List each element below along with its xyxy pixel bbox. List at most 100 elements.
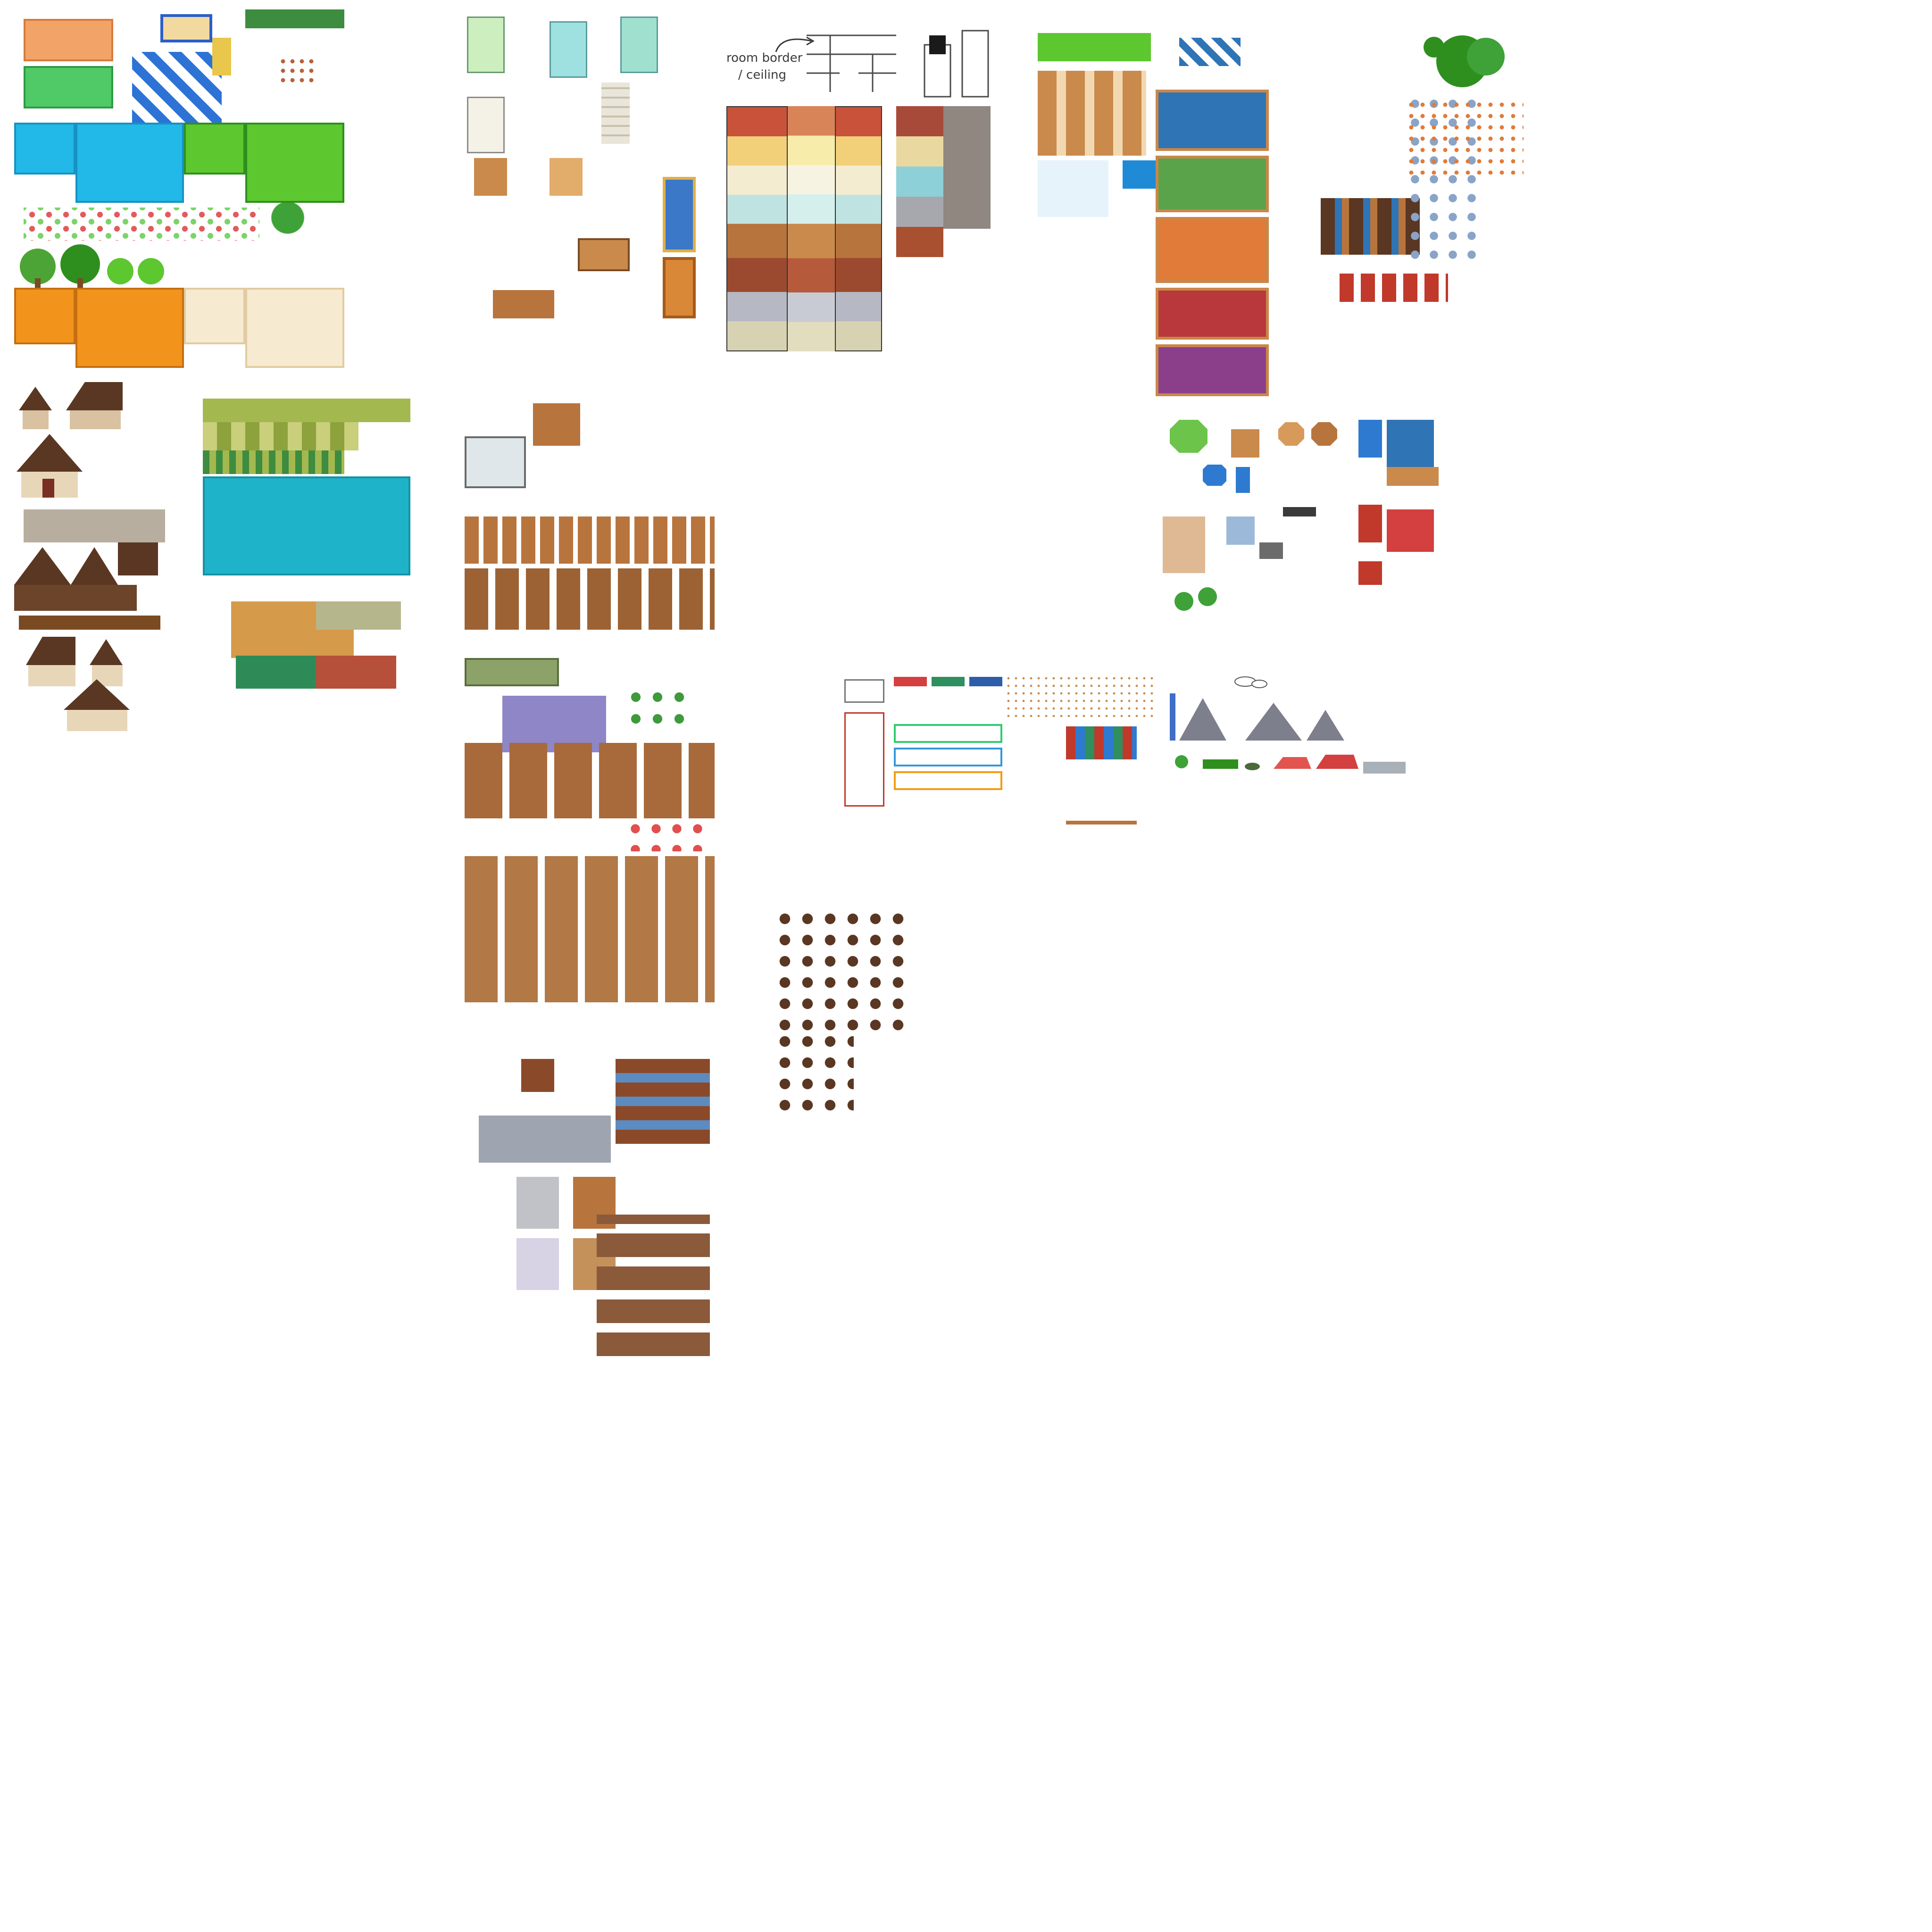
roof-icon <box>17 434 83 472</box>
tree-icon <box>1424 37 1444 58</box>
olive-grass-row <box>203 399 410 422</box>
wall-stripes-column <box>726 106 788 351</box>
flower-sprites-row <box>24 208 259 241</box>
stoves <box>597 1215 710 1356</box>
tree-icon <box>1467 38 1505 75</box>
stage-purple <box>1156 344 1269 396</box>
grass-tile-block <box>245 123 344 203</box>
blue-square <box>1123 160 1156 189</box>
orange-dirt-block <box>75 288 184 368</box>
ice-pieces <box>1038 160 1108 217</box>
desks-row <box>465 568 715 630</box>
character-sprites <box>774 1033 854 1118</box>
house-exterior-sheet <box>14 377 165 736</box>
tree-sprites <box>20 244 164 292</box>
carpet-orange <box>663 257 696 318</box>
roof-icon <box>26 637 75 665</box>
green-roof-piece <box>932 677 965 686</box>
blue-roof-diamond <box>1179 38 1241 66</box>
dirt-path-tile <box>24 19 113 61</box>
bush-icon <box>138 258 164 284</box>
palm-tree <box>259 203 316 245</box>
stone-wall-column <box>943 106 991 229</box>
crop-patch-red <box>316 656 396 689</box>
water-tile-block <box>75 123 184 203</box>
bed-mint <box>467 17 505 73</box>
tree-icon <box>1198 587 1217 606</box>
window-frames <box>465 436 526 488</box>
fireplace <box>521 1059 554 1092</box>
green-bar <box>894 724 1002 743</box>
tree-icon <box>20 249 56 284</box>
ceiling-label: / ceiling <box>738 68 786 82</box>
rug-green <box>465 658 559 686</box>
roof-icon <box>1316 755 1358 769</box>
counter-pieces <box>1038 71 1146 156</box>
wardrobes <box>465 743 715 818</box>
sand-block <box>184 288 245 344</box>
ui-sprite-sheet <box>844 675 1174 844</box>
bush-icon <box>107 258 133 284</box>
mountain-icon <box>1179 698 1226 741</box>
orange-bar <box>894 771 1002 790</box>
carpet-brown <box>578 238 630 271</box>
wall-stripes-column <box>788 106 835 351</box>
character-sheet <box>774 910 915 1137</box>
green-bush-strip <box>245 9 344 28</box>
tree-icon <box>1175 755 1188 768</box>
stage-red <box>1156 288 1269 340</box>
house-sprites <box>14 382 165 731</box>
brown-bar <box>1066 821 1137 824</box>
bed-white <box>467 97 505 153</box>
roof-icon <box>90 639 123 665</box>
floor-tiles-column <box>896 106 943 257</box>
wood-table <box>550 158 583 196</box>
stage-green <box>1156 156 1269 212</box>
red-frame <box>844 712 884 807</box>
wall-panels <box>1321 198 1420 255</box>
blue-white-checker-tile <box>132 52 222 123</box>
misc-props-sheet <box>1160 410 1467 656</box>
hat-sprites <box>1066 726 1137 759</box>
tiny-icons <box>1005 675 1156 717</box>
crop-patch-green <box>236 656 316 689</box>
tree-icon <box>60 244 100 284</box>
crop-rows <box>203 450 344 474</box>
mountain-icon <box>1245 703 1302 741</box>
dressers <box>465 856 715 1002</box>
grass-strip <box>1038 33 1151 61</box>
carpet-blue <box>663 177 696 252</box>
stage-orange <box>1156 217 1269 283</box>
bookshelves <box>616 1059 710 1144</box>
blue-frame-tile <box>160 14 212 42</box>
potted-plants <box>625 686 691 729</box>
armchair-lilac <box>516 1238 559 1290</box>
cloud-icon <box>1251 680 1267 688</box>
blue-roof-piece <box>969 677 1002 686</box>
couch-gray <box>479 1116 611 1163</box>
orange-dirt-block <box>14 288 75 344</box>
wall-floor-sheet: room border / ceiling <box>726 26 991 356</box>
roof-icon <box>64 679 130 710</box>
grass-tile-block <box>184 123 245 175</box>
kitchen-shelf <box>493 290 554 318</box>
water-tile-block <box>14 123 75 175</box>
wooden-door <box>533 403 580 446</box>
mushroom-cluster <box>278 57 316 85</box>
sand-block <box>245 288 344 368</box>
farm-terrain-sheet <box>203 399 415 691</box>
building-interior-sheet <box>1038 19 1524 396</box>
wall-outline-tiles <box>807 30 989 98</box>
landscape-sprites <box>1170 676 1406 774</box>
outdoor-terrain-sheet <box>14 9 354 368</box>
yellow-hay-tile <box>212 38 231 75</box>
wall-stripes-column <box>835 106 882 351</box>
misc-props <box>1163 420 1439 611</box>
roof-icon <box>66 382 123 410</box>
food-icons <box>1406 99 1524 175</box>
blue-bar <box>894 748 1002 766</box>
arrow-icon <box>775 36 815 52</box>
grass-patch-tile <box>24 66 113 108</box>
roof-icon <box>19 387 52 410</box>
teal-water-block <box>203 476 410 575</box>
